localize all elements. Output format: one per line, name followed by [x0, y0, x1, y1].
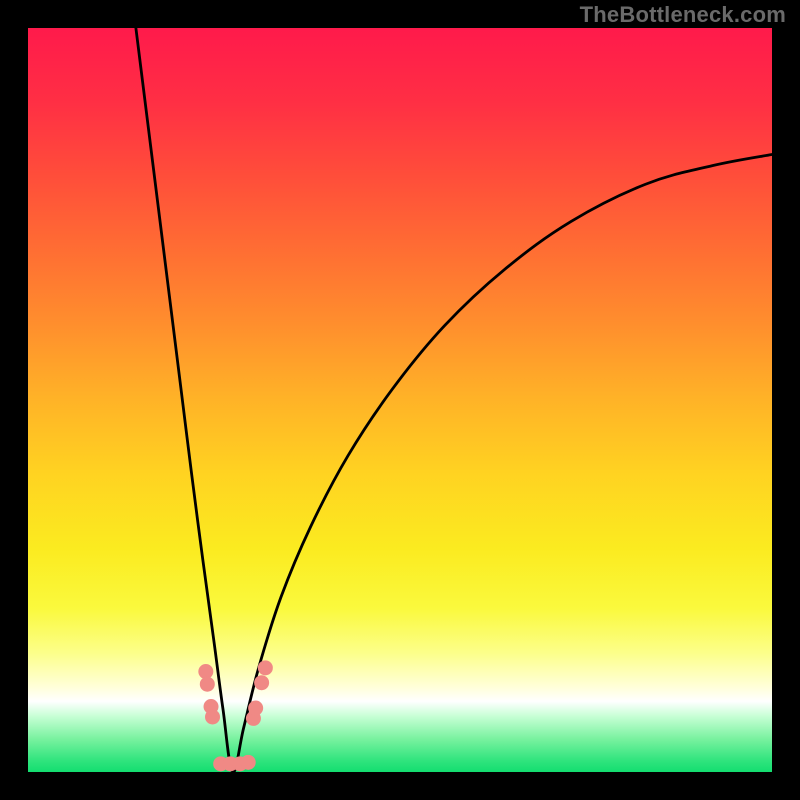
chart-stage: TheBottleneck.com	[0, 0, 800, 800]
chart-frame	[28, 28, 772, 772]
bottleneck-curve-layer	[28, 28, 772, 772]
data-marker	[198, 664, 213, 679]
data-marker	[200, 677, 215, 692]
data-marker	[248, 701, 263, 716]
bottleneck-curve	[136, 28, 772, 772]
marker-cluster	[198, 660, 273, 771]
data-marker	[254, 675, 269, 690]
watermark-text: TheBottleneck.com	[580, 2, 786, 28]
data-marker	[241, 755, 256, 770]
data-marker	[205, 709, 220, 724]
data-marker	[258, 660, 273, 675]
